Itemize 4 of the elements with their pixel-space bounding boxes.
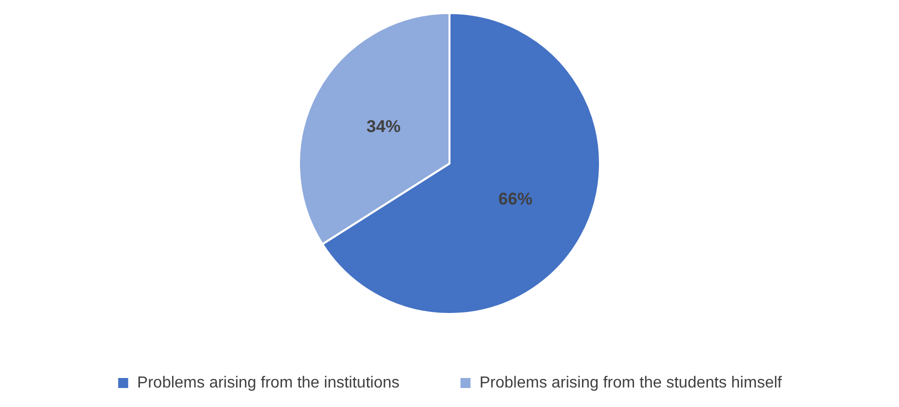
data-label: 66% — [498, 189, 532, 208]
data-label: 34% — [366, 116, 401, 136]
legend-label: Problems arising from the institutions — [137, 374, 400, 392]
legend-label: Problems arising from the students himself — [479, 374, 782, 392]
